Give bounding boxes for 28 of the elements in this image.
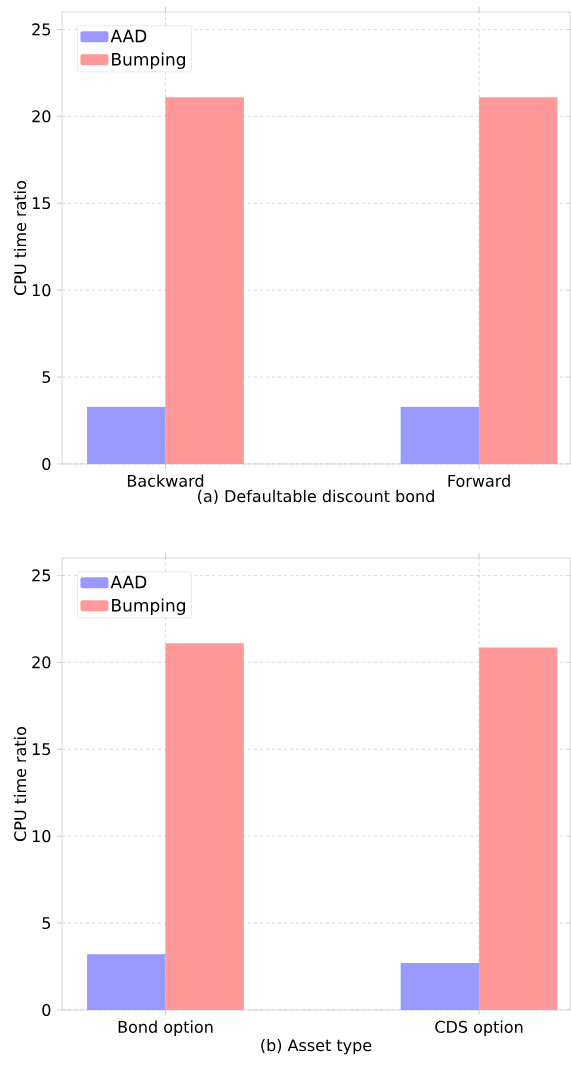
bar <box>479 647 558 1011</box>
x-axis-title: (b) Asset type <box>261 1038 372 1055</box>
y-tick-label: 15 <box>32 743 51 756</box>
y-axis-title: CPU time ratio <box>13 727 27 841</box>
y-tick-label: 0 <box>42 457 51 471</box>
x-tick-label: Forward <box>448 474 510 487</box>
y-tick-label: 20 <box>32 656 51 669</box>
bar <box>87 954 166 1011</box>
x-tick-label: Bond option <box>118 1020 213 1037</box>
y-tick-label: 10 <box>32 284 51 297</box>
y-tick-label: 25 <box>32 23 51 36</box>
bar <box>400 963 480 1011</box>
x-tick-label: Backward <box>127 474 204 487</box>
y-tick-label: 5 <box>42 917 51 930</box>
y-tick-label: 15 <box>32 197 51 210</box>
y-tick-label: 5 <box>42 371 51 384</box>
legend-label: AAD <box>110 575 147 589</box>
y-tick-label: 0 <box>42 1003 51 1017</box>
y-tick-label: 10 <box>32 830 51 843</box>
y-tick-label: 20 <box>32 110 51 123</box>
legend-label: Bumping <box>112 598 185 615</box>
x-tick-label: CDS option <box>435 1020 523 1037</box>
legend-label: AAD <box>110 29 147 43</box>
legend-label: Bumping <box>112 52 185 69</box>
x-axis-title: (a) Defaultable discount bond <box>198 489 434 505</box>
y-axis-title: CPU time ratio <box>13 181 27 295</box>
bar <box>165 643 244 1011</box>
y-tick-label: 25 <box>32 569 51 582</box>
